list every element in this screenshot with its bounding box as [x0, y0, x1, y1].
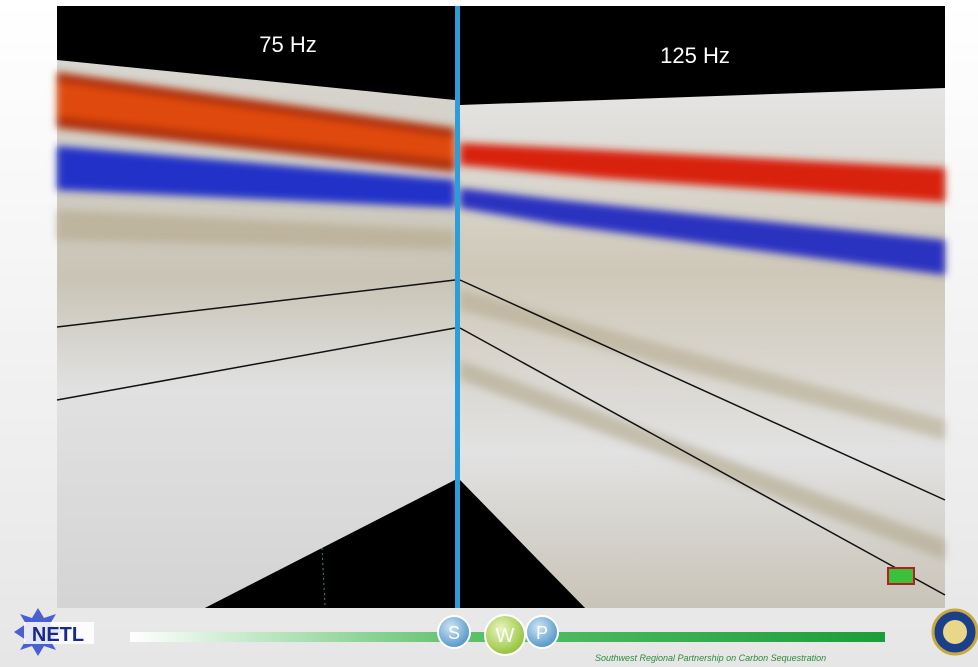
badge [525, 615, 559, 649]
red-band-core [57, 82, 455, 160]
brown-band [460, 360, 945, 560]
bottom-gap [205, 480, 585, 608]
badge-letter: S [448, 623, 460, 643]
brown-band [460, 290, 945, 440]
panel-label: 125 Hz [660, 43, 730, 68]
seal-center [943, 620, 967, 644]
blue-band [460, 188, 945, 275]
badge-letter: W [496, 625, 515, 647]
blue-band [57, 146, 455, 208]
logo-bg [24, 622, 94, 644]
tagline: Southwest Regional Partnership on Carbon… [595, 653, 826, 663]
footer: NETL S W P Southwest Regional Partnershi… [14, 608, 978, 663]
panel-label: 75 Hz [259, 32, 316, 57]
horizon-line [459, 327, 946, 596]
well-line [455, 6, 460, 608]
horizon-line [56, 327, 456, 401]
horizon-line [459, 279, 946, 501]
brown-band [57, 210, 455, 250]
badge-letter: P [536, 623, 548, 643]
horizon-line [56, 279, 456, 328]
badge [437, 615, 471, 649]
badge [484, 614, 526, 656]
seismic-image: 75 Hz 125 Hz [56, 6, 946, 608]
marker [887, 567, 915, 585]
logo-text: NETL [32, 624, 84, 646]
red-band [460, 143, 945, 202]
